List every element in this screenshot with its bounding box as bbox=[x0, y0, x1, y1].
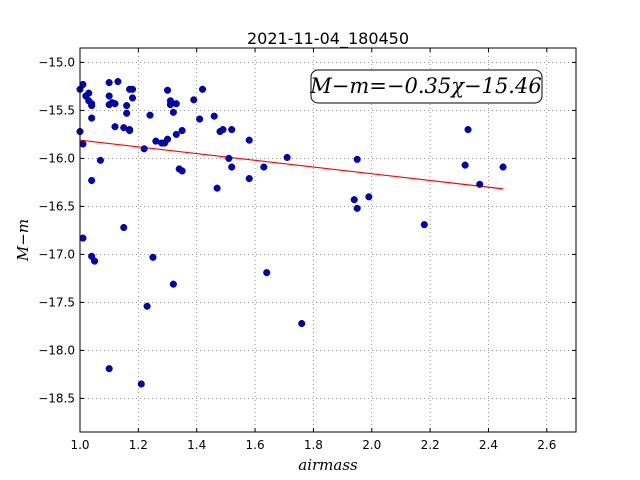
data-point bbox=[245, 136, 253, 144]
fit-line bbox=[79, 139, 504, 190]
data-point bbox=[137, 380, 145, 388]
data-point bbox=[225, 154, 233, 162]
data-point bbox=[126, 127, 134, 135]
data-point bbox=[114, 78, 122, 86]
y-tick-label: −15.0 bbox=[38, 55, 75, 69]
data-point bbox=[88, 114, 96, 122]
data-point bbox=[219, 126, 227, 134]
data-point bbox=[163, 135, 172, 143]
data-point bbox=[353, 155, 361, 163]
annotation-box bbox=[310, 69, 543, 104]
data-point bbox=[91, 257, 99, 265]
data-point bbox=[169, 280, 177, 288]
fit-annotation: M−m=−0.35χ−15.46 bbox=[309, 69, 543, 104]
data-point bbox=[228, 126, 236, 134]
data-point bbox=[196, 115, 204, 123]
data-point bbox=[198, 85, 207, 93]
data-point bbox=[178, 167, 186, 175]
data-point bbox=[350, 196, 358, 204]
data-point bbox=[79, 140, 87, 148]
data-point bbox=[213, 184, 221, 192]
data-point bbox=[245, 175, 253, 183]
chart-title: 2021-11-04_180450 bbox=[247, 29, 409, 49]
data-point bbox=[105, 365, 113, 373]
x-tick-label: 1.4 bbox=[187, 438, 206, 452]
data-point bbox=[111, 123, 119, 131]
data-point bbox=[169, 108, 177, 116]
data-point bbox=[79, 80, 87, 89]
data-point bbox=[143, 302, 151, 310]
data-point bbox=[111, 100, 119, 108]
data-point bbox=[228, 163, 236, 171]
data-point bbox=[210, 112, 218, 120]
x-tick-label: 1.0 bbox=[70, 438, 89, 452]
y-axis-label: M−m bbox=[14, 219, 32, 262]
data-point bbox=[172, 100, 180, 108]
data-point bbox=[105, 79, 113, 87]
data-point bbox=[120, 223, 128, 232]
data-point bbox=[149, 253, 157, 261]
x-tick-label: 1.2 bbox=[129, 438, 148, 452]
y-tick-label: −17.0 bbox=[38, 247, 75, 261]
data-point bbox=[365, 193, 373, 201]
y-tick-label: −18.0 bbox=[38, 343, 75, 357]
data-point bbox=[140, 145, 148, 153]
data-point bbox=[79, 234, 87, 242]
x-tick-label: 2.2 bbox=[421, 438, 440, 452]
annotation-text: M−m=−0.35χ−15.46 bbox=[309, 74, 541, 98]
data-point bbox=[172, 130, 180, 138]
y-tick-label: −16.5 bbox=[38, 199, 75, 213]
data-point bbox=[178, 127, 186, 135]
data-point bbox=[190, 96, 198, 104]
data-point bbox=[263, 269, 271, 277]
x-tick-label: 1.8 bbox=[304, 438, 323, 452]
x-tick-label: 1.6 bbox=[246, 438, 265, 452]
data-point bbox=[163, 86, 172, 94]
data-point bbox=[298, 319, 306, 328]
data-point bbox=[260, 163, 268, 171]
data-point bbox=[283, 153, 291, 161]
data-point bbox=[461, 161, 469, 169]
data-point bbox=[146, 111, 154, 119]
data-point bbox=[353, 204, 361, 212]
data-point bbox=[96, 156, 104, 164]
grid bbox=[79, 48, 576, 432]
data-point bbox=[464, 126, 472, 134]
x-tick-label: 2.0 bbox=[362, 438, 381, 452]
plot-frame bbox=[79, 47, 577, 433]
data-point bbox=[166, 101, 174, 109]
data-point bbox=[105, 92, 113, 100]
y-tick-label: −16.0 bbox=[38, 151, 75, 165]
data-point bbox=[476, 180, 484, 188]
data-point bbox=[499, 163, 507, 171]
data-point bbox=[420, 221, 428, 229]
y-tick-label: −15.5 bbox=[38, 103, 75, 117]
x-tick-label: 2.6 bbox=[537, 438, 556, 452]
data-point bbox=[123, 109, 131, 117]
data-point bbox=[88, 176, 96, 185]
fit-layer bbox=[79, 139, 504, 190]
x-tick-label: 2.4 bbox=[479, 438, 498, 452]
y-tick-label: −18.5 bbox=[38, 391, 75, 405]
data-point bbox=[88, 100, 96, 108]
data-points bbox=[76, 78, 507, 388]
x-axis-label: airmass bbox=[298, 456, 358, 474]
data-point bbox=[128, 94, 137, 102]
axis-ticks: 1.0 1.2 1.4 1.6 1.8 2.0 2.2 2.4 2.6 −15.0 −15.5 −16… bbox=[38, 48, 576, 452]
y-tick-label: −17.5 bbox=[38, 295, 75, 309]
data-point bbox=[128, 85, 137, 93]
data-point bbox=[123, 102, 131, 110]
data-point bbox=[85, 89, 93, 97]
